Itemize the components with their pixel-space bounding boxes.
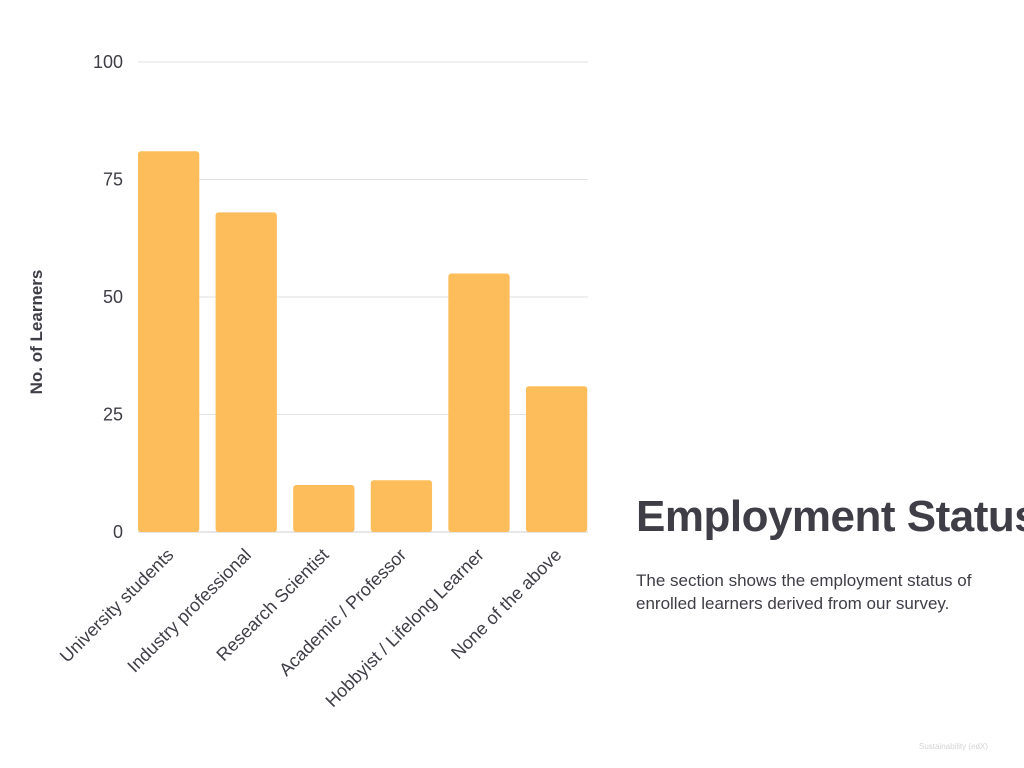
page-title: Employment Status — [636, 492, 1024, 541]
y-tick-label: 25 — [103, 405, 123, 425]
page-description: The section shows the employment status … — [636, 571, 972, 613]
y-axis-label: No. of Learners — [27, 270, 46, 395]
y-tick-label: 50 — [103, 287, 123, 307]
bar — [370, 480, 433, 532]
y-tick-label: 0 — [113, 522, 123, 542]
x-tick-label: Academic / Professor — [275, 545, 410, 680]
bar — [525, 386, 588, 532]
y-axis-ticks: 0 25 50 75 100 — [93, 52, 123, 542]
footer-credit: Sustainability (edX) — [919, 742, 988, 751]
bar — [448, 273, 510, 532]
bars — [138, 151, 588, 533]
y-tick-label: 75 — [103, 170, 123, 190]
bar — [215, 212, 277, 532]
y-tick-label: 100 — [93, 52, 123, 72]
gridlines — [138, 61, 588, 533]
x-tick-label: Hobbyist / Lifelong Learner — [322, 545, 488, 711]
bar — [138, 151, 200, 533]
bar — [293, 485, 355, 532]
